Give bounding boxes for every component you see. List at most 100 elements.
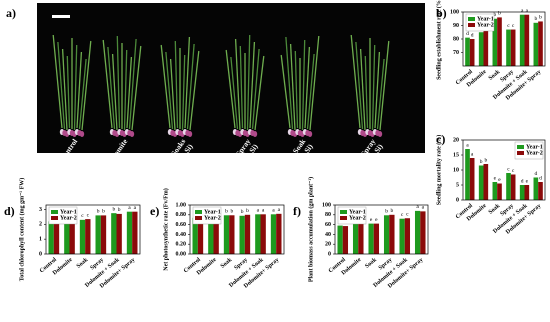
onion-leaf (78, 58, 87, 130)
bar (276, 213, 282, 254)
bar (497, 183, 502, 200)
y-tick-label: 0 (39, 251, 42, 257)
bar (524, 14, 530, 66)
legend-swatch (517, 151, 524, 155)
onion-leaf (76, 51, 83, 129)
onion-leaf (289, 43, 296, 131)
bar (414, 210, 421, 254)
onion-leaf (81, 40, 92, 131)
onion-leaf (371, 44, 376, 131)
significance-letter: a (257, 208, 260, 214)
significance-letter: c (512, 23, 515, 29)
significance-letter: a (526, 8, 529, 14)
onion-leaf (160, 44, 171, 129)
legend-label: Year-1 (526, 144, 543, 150)
significance-letter: b (102, 209, 105, 215)
bar (111, 213, 117, 254)
significance-letter: a (422, 205, 425, 211)
significance-letter: d (534, 171, 537, 177)
panel-label: b) (436, 6, 447, 20)
onion-leaf (246, 34, 251, 131)
onion-leaf (169, 58, 176, 131)
plot-frame (334, 204, 429, 255)
bar (79, 219, 86, 254)
onion-leaf (174, 40, 179, 129)
onion-leaf (123, 49, 128, 131)
y-tick-label: 1 (39, 237, 42, 243)
legend-label: Year-1 (204, 209, 221, 215)
y-tick-label: 10 (453, 167, 459, 173)
panel-label: e) (150, 204, 159, 218)
bar (213, 215, 219, 254)
bar (64, 219, 70, 254)
significance-letter: d (521, 178, 524, 184)
bar (255, 214, 261, 254)
y-tick-label: 0.20 (176, 242, 187, 248)
y-tick-label: 0 (328, 251, 331, 257)
significance-letter: a (471, 151, 474, 157)
bar (192, 217, 198, 254)
y-tick-label: 1.00 (176, 202, 187, 208)
y-axis-title: Plant biomass accumulation (gm plant⁻¹) (307, 177, 314, 282)
y-tick-label: 100 (450, 9, 459, 15)
significance-letter: b (498, 11, 501, 17)
onion-leaf (225, 49, 236, 129)
onion-leaf (184, 36, 191, 129)
onion-leaf (359, 48, 366, 131)
y-axis-title: Seedling establishment rate (%) (435, 0, 442, 80)
onion-leaf (111, 53, 118, 131)
legend-swatch (51, 216, 58, 220)
onion-leaf (230, 56, 239, 130)
bar (352, 219, 359, 254)
bar (95, 215, 101, 254)
bar (373, 223, 380, 254)
plants (52, 34, 390, 137)
significance-letter: b (118, 207, 121, 213)
onion-leaf (376, 58, 385, 130)
bar (478, 32, 484, 66)
onion-leaf (107, 46, 116, 130)
photo (37, 3, 425, 153)
onion-leaf (294, 50, 299, 129)
significance-letter: b (230, 209, 233, 215)
significance-letter: a (262, 208, 265, 214)
onion-leaf (131, 45, 142, 131)
bar (506, 29, 511, 66)
onion-leaf (128, 38, 137, 130)
significance-letter: a (134, 205, 137, 211)
significance-letter: c (406, 211, 409, 217)
significance-letter: b (484, 157, 487, 163)
bar (270, 214, 277, 254)
y-tick-label: 15 (453, 152, 459, 158)
significance-letter: a (278, 207, 281, 213)
significance-letter: b (391, 208, 394, 214)
legend-swatch (468, 23, 475, 27)
significance-letter: a (466, 142, 469, 148)
y-tick-label: 0.80 (176, 212, 187, 218)
plot-frame (462, 11, 546, 67)
panel-label: f) (293, 204, 301, 218)
significance-letter: e (526, 178, 529, 184)
significance-letter: e (498, 177, 501, 183)
onion-leaf (116, 35, 121, 129)
onion-leaf (364, 55, 369, 129)
onion-leaf (66, 55, 71, 129)
significance-letter: b (97, 209, 100, 215)
onion-bulb (377, 131, 383, 137)
legend-label: Year-1 (349, 209, 366, 215)
bar (510, 174, 516, 200)
bar (519, 185, 525, 200)
y-tick-label: 0.60 (176, 222, 187, 228)
onion-leaf (301, 39, 306, 131)
significance-letter: c (507, 23, 510, 29)
bar (469, 39, 475, 66)
panel-label: d) (4, 204, 15, 218)
panel-label: c) (436, 132, 445, 146)
onion-leaf (189, 50, 200, 131)
bar (260, 214, 266, 254)
legend-label: Year-1 (477, 16, 494, 22)
bar (538, 21, 543, 66)
onion-leaf (102, 39, 113, 129)
onion-leaf (309, 35, 320, 131)
